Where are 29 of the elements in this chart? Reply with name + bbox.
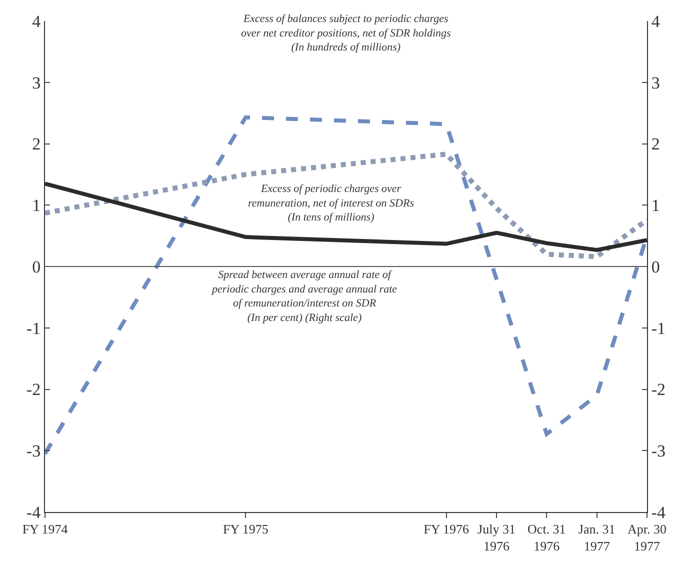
- y2-tick-label: 2: [651, 134, 660, 154]
- y-tick-label: 0: [32, 257, 41, 276]
- x-tick-label: FY 1975: [222, 522, 268, 537]
- y-tick-label: 4: [32, 12, 42, 31]
- y-tick-label: -2: [26, 380, 41, 400]
- x-tick-label: Oct. 31 1976: [528, 522, 566, 554]
- x-tick-label: July 31 1976: [478, 522, 516, 554]
- y-tick-label: 1: [32, 196, 41, 216]
- y2-tick-label: -3: [651, 442, 666, 461]
- x-tick-label: Jan. 31 1977: [578, 522, 616, 554]
- annotation: Excess of balances subject to periodic charges over net creditor positions, net of SDR holdings (In hundreds of millions): [241, 13, 451, 54]
- annotation: Excess of periodic charges over remuneration, net of interest on SDRs (In tens of millions): [248, 183, 414, 224]
- y2-tick-label: 4: [651, 12, 660, 31]
- x-tick-label: FY 1976: [424, 522, 470, 537]
- y-tick-label: -1: [26, 318, 41, 338]
- y-tick-label: -4: [26, 502, 42, 522]
- y-tick-label: -3: [26, 442, 41, 461]
- y2-tick-label: 0: [651, 257, 660, 276]
- x-tick-label: Apr. 30 1977: [628, 522, 666, 554]
- y2-tick-label: 1: [651, 196, 660, 216]
- line-series: [45, 115, 647, 456]
- annotation: Spread between average annual rate of periodic charges and average annual rate of remuneration/interest on SDR (In per cent) (Right scale): [211, 269, 398, 324]
- y-tick-label: 3: [32, 73, 41, 92]
- y2-tick-label: 3: [651, 73, 660, 92]
- x-tick-label: FY 1974: [22, 522, 68, 537]
- y2-tick-label: -2: [651, 380, 666, 400]
- y2-tick-label: -1: [651, 318, 666, 338]
- y2-tick-label: -4: [651, 502, 666, 522]
- y-tick-label: 2: [32, 134, 41, 154]
